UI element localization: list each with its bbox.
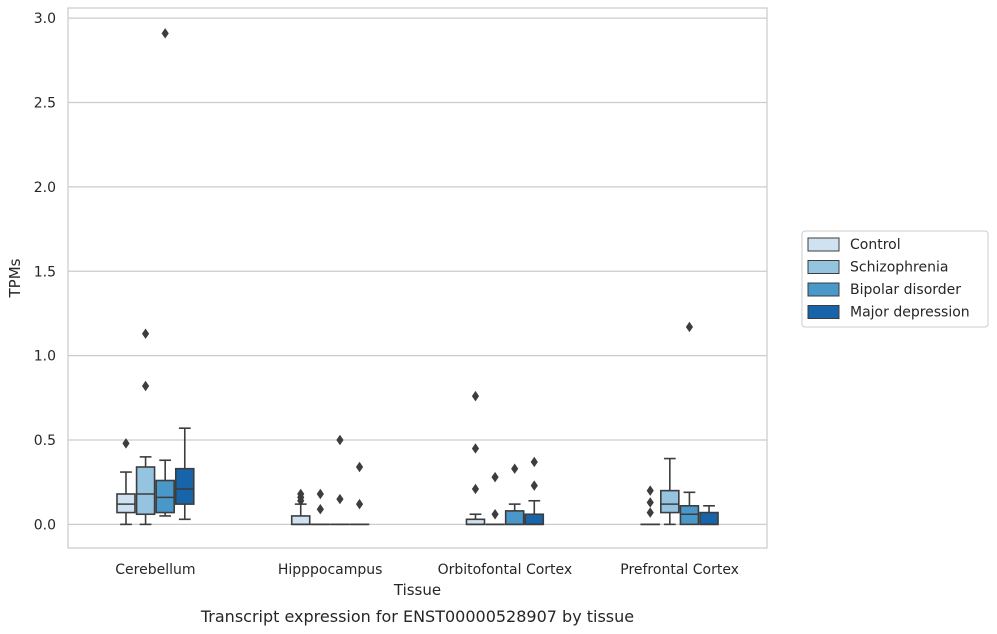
box [116,493,136,514]
outlier-point [316,503,324,515]
box-group [174,427,195,521]
outlier-point [491,509,499,520]
outlier-point [122,438,130,449]
outlier-point [471,443,480,454]
box-group [524,456,545,526]
box [155,479,175,514]
box-group [485,471,505,526]
box-group [465,390,486,526]
chart-title: Transcript expression for ENST0000052890… [200,607,634,626]
outlier-point [297,488,305,500]
box [679,505,700,526]
outlier-point [685,321,694,333]
outlier-point [646,497,654,508]
box [660,489,680,514]
box-group [679,321,700,526]
legend-label: Schizophrenia [850,260,948,276]
outlier-point [161,28,169,39]
legend-label: Major depression [850,305,970,321]
box-group [330,434,350,526]
box-group [310,488,331,526]
boxes [116,28,719,526]
outlier-point [511,463,519,474]
outlier-point [355,461,364,473]
box-group [290,488,311,526]
y-tick-label: 1.5 [34,264,56,280]
outlier-point [141,380,150,392]
box [174,467,195,505]
y-tick-label: 2.5 [34,96,56,112]
outlier-point [530,480,538,491]
plot-frame [67,7,768,549]
outlier-point [646,507,654,518]
legend-label: Bipolar disorder [850,282,961,298]
box-group [660,457,680,526]
box [135,466,156,516]
box-group [504,463,525,526]
box-group [155,28,175,517]
x-axis-label: Tissue [393,581,441,599]
x-tick-label: Prefrontal Cortex [620,562,739,578]
outlier-point [141,328,150,339]
y-tick-label: 3.0 [34,11,56,27]
outlier-point [471,390,480,402]
outlier-point [316,488,324,500]
outlier-point [646,485,654,496]
y-tick-label: 0.5 [34,433,56,449]
outlier-point [530,456,538,468]
box [290,515,311,526]
outlier-point [336,434,344,446]
x-tick-labels: Cerebellum Hipppocampus Orbitofontal Corte… [115,562,739,578]
legend-swatch [807,237,840,252]
legend-swatch [807,260,840,274]
legend-swatch [807,282,840,297]
x-tick-label: Hipppocampus [278,562,383,578]
x-tick-label: Cerebellum [115,562,195,578]
outlier-point [491,471,499,483]
legend-swatch [807,305,840,319]
legend: Control Schizophrenia Bipolar disorder Majo… [801,230,989,328]
box-group [640,485,661,526]
outlier-point [336,493,344,505]
legend-frame [801,230,989,328]
y-axis-label: TPMs [6,258,24,298]
y-tick-labels: 0.0 0.5 1.0 1.5 2.0 2.5 3.0 [34,11,56,533]
box [699,511,719,526]
y-tick-label: 2.0 [34,180,56,196]
box-group [135,328,156,526]
y-tick-label: 1.0 [34,349,56,365]
grid-lines [68,17,767,525]
box-group [349,461,370,526]
box-group [116,438,136,526]
box-group [699,505,719,526]
box [504,510,525,526]
y-tick-label: 0.0 [34,517,56,533]
legend-label: Control [850,237,901,253]
outlier-point [471,483,480,495]
box [524,513,545,526]
outlier-point [355,498,364,510]
x-tick-label: Orbitofontal Cortex [438,562,573,578]
